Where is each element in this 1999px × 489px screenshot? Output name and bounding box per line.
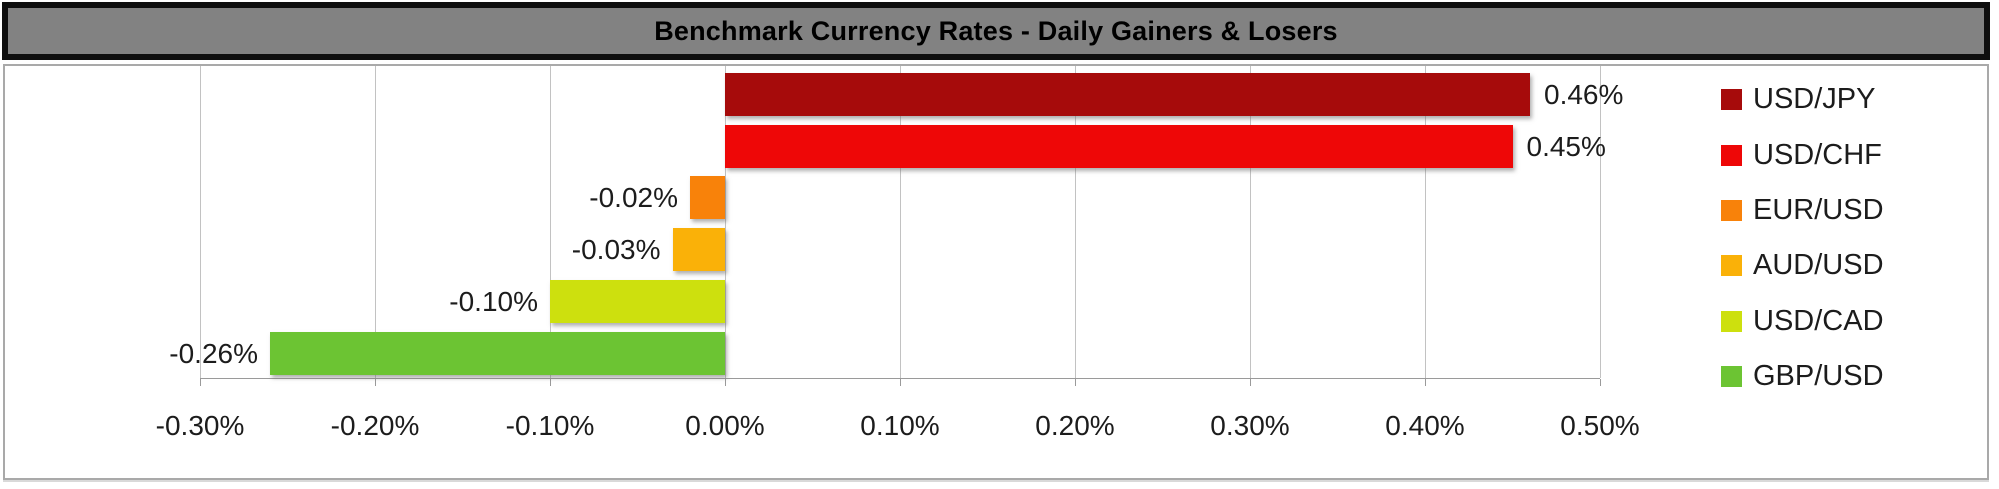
x-axis-line [200,378,1600,379]
legend-label: USD/CHF [1753,138,1882,171]
data-label-eur-usd: -0.02% [589,182,678,214]
axis-tick [200,379,201,386]
gridline-0-50- [1600,66,1601,378]
bar-usd-cad [550,279,725,323]
legend-label: USD/JPY [1753,83,1876,116]
gridline--0-10- [550,66,551,378]
x-axis-label--0-30-: -0.30% [155,410,245,441]
x-axis-label--0-20-: -0.20% [330,410,420,441]
bar-eur-usd [690,176,725,220]
legend-item-usd-cad: USD/CAD [1721,294,1884,349]
legend-item-eur-usd: EUR/USD [1721,183,1884,238]
plot-area: -0.30% -0.20% -0.10% 0.00% 0.10% 0.20% 0.30% 0.… [156,66,1640,441]
gridline-0-00- [725,66,726,378]
gridline-0-20- [1075,66,1076,378]
data-label-gbp-usd: -0.26% [169,337,258,369]
legend-swatch-icon [1721,144,1742,166]
x-axis-label-0-30-: 0.30% [1210,410,1290,441]
x-axis-label-0-20-: 0.20% [1035,410,1115,441]
axis-tick [900,379,901,386]
data-label-usd-jpy: 0.46% [1544,79,1624,110]
data-label-usd-cad: -0.10% [449,285,538,317]
legend-label: USD/CAD [1753,304,1884,337]
legend-item-aud-usd: AUD/USD [1721,238,1884,293]
legend-item-usd-chf: USD/CHF [1721,127,1884,182]
gridline--0-20- [375,66,376,378]
axis-tick [1075,379,1076,386]
bar-usd-jpy [725,73,1530,116]
legend-swatch-icon [1721,366,1742,388]
axis-tick [550,379,551,386]
legend-swatch-icon [1721,89,1742,111]
legend-swatch-icon [1721,199,1742,221]
x-axis-label-0-10-: 0.10% [860,410,940,441]
x-axis-label-0-00-: 0.00% [685,410,765,441]
axis-tick [725,379,726,386]
gridline-0-40- [1425,66,1426,378]
chart-title-bar: Benchmark Currency Rates - Daily Gainers… [2,2,1990,60]
x-axis-label-0-50-: 0.50% [1560,410,1640,441]
data-label-usd-chf: 0.45% [1526,130,1606,162]
bar-usd-chf [725,124,1513,168]
x-axis-label-0-40-: 0.40% [1385,410,1465,441]
gridline-0-30- [1250,66,1251,378]
legend-label: GBP/USD [1753,360,1884,393]
axis-tick [375,379,376,386]
bar-gbp-usd [270,331,725,375]
axis-tick [1425,379,1426,386]
legend-item-usd-jpy: USD/JPY [1721,72,1884,127]
data-label-aud-usd: -0.03% [571,234,661,266]
axis-tick [1250,379,1251,386]
bar-aud-usd [672,228,725,272]
x-axis-label--0-10-: -0.10% [505,410,595,441]
axis-tick [1600,379,1601,386]
legend-swatch-icon [1721,310,1742,332]
legend-item-gbp-usd: GBP/USD [1721,349,1884,404]
legend-label: EUR/USD [1753,193,1884,226]
gridline-0-10- [900,66,901,378]
legend-swatch-icon [1721,255,1742,277]
chart-title: Benchmark Currency Rates - Daily Gainers… [654,15,1338,46]
chart-panel: -0.30% -0.20% -0.10% 0.00% 0.10% 0.20% 0.30% 0.… [3,64,1989,480]
chart-legend: USD/JPY USD/CHF EUR/USD AUD/USD USD/CAD GBP/U… [1721,72,1884,404]
gridline--0-30- [200,66,201,378]
legend-label: AUD/USD [1753,249,1884,282]
